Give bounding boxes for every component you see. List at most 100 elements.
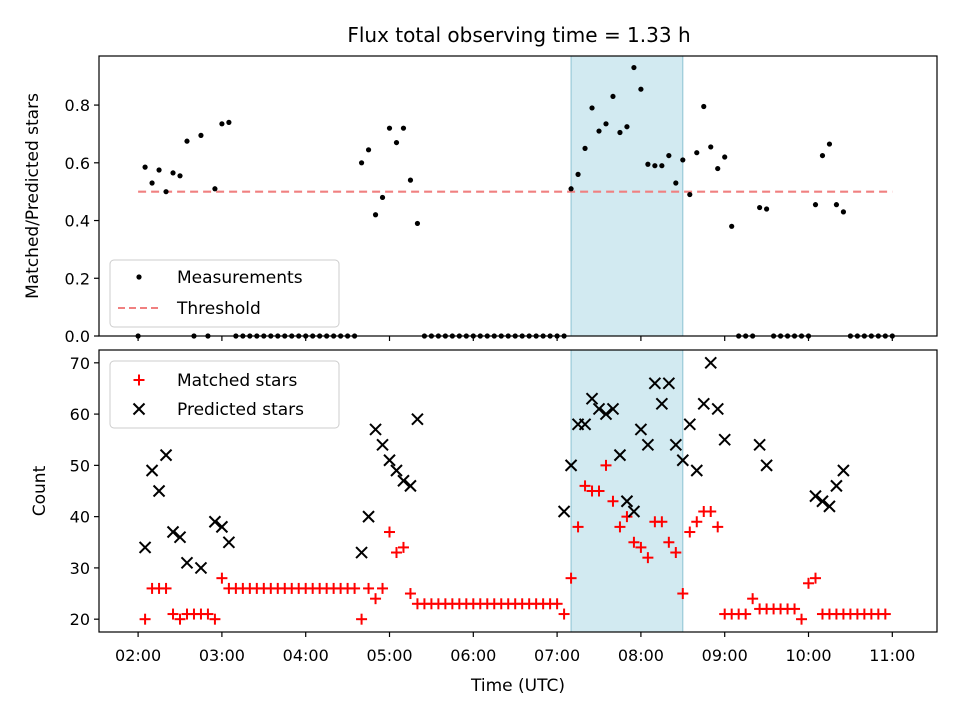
top-x-ticks [137, 336, 893, 341]
legend-measurements-marker [136, 274, 142, 280]
measurement-point [757, 204, 763, 211]
predicted-star-point [641, 438, 655, 452]
measurement-point [163, 189, 169, 195]
matched-star-point [579, 480, 591, 492]
matched-star-point [174, 613, 186, 625]
matched-star-point [747, 593, 759, 605]
measurement-point [393, 139, 400, 146]
predicted-star-point [662, 377, 676, 390]
measurement-point [156, 167, 162, 173]
measurement-point [170, 170, 176, 176]
measurement-point [177, 173, 183, 179]
count-panel: 20 30 40 50 60 70 02:00 03:00 04:00 05:00 06:00 07… [30, 349, 938, 696]
bottom-y-axis-label: Count [30, 465, 50, 516]
legend-cross [132, 402, 146, 416]
bottom-y-tick-label: 70 [70, 354, 90, 373]
measurement-point [826, 141, 833, 147]
predicted-star-point [138, 541, 152, 554]
bottom-y-tick-label: 60 [70, 405, 90, 424]
predicted-star-point [369, 423, 382, 436]
measurement-point [687, 191, 693, 198]
predicted-star-point [606, 402, 620, 416]
measurement-point [596, 128, 602, 134]
predicted-star-point [592, 402, 606, 416]
measurement-point [631, 64, 637, 71]
matched-star-point [621, 511, 633, 523]
matched-star-point [628, 536, 640, 548]
predicted-star-point [222, 536, 236, 549]
legend-predicted-label: Predicted stars [177, 400, 304, 420]
x-tick-label: 08:00 [618, 646, 664, 665]
matched-star-point [705, 506, 717, 518]
measurement-point [365, 147, 372, 153]
measurement-point [142, 164, 148, 170]
measurement-point [582, 145, 588, 151]
measurement-point [568, 186, 574, 192]
top-legend: Measurements Threshold [109, 259, 340, 328]
measurement-point [812, 202, 819, 208]
measurement-point [694, 150, 700, 156]
legend-matched-marker [133, 374, 145, 386]
bottom-y-tick-label: 40 [70, 508, 90, 527]
bottom-legend: Matched stars Predicted stars [109, 360, 340, 429]
measurement-point [184, 138, 190, 144]
measurement-point [358, 160, 365, 166]
matched-star-point [635, 541, 647, 553]
bottom-y-tick-label: 50 [70, 456, 90, 475]
legend-matched-label: Matched stars [177, 371, 297, 391]
legend-predicted-marker [132, 402, 146, 416]
measurement-point [386, 125, 393, 131]
top-y-tick-label: 0.2 [65, 269, 90, 288]
top-y-tick-label: 0.8 [65, 96, 90, 115]
predicted-star-point [355, 546, 368, 559]
x-tick-label: 02:00 [115, 646, 161, 665]
matched-star-point [663, 536, 675, 548]
x-tick-label: 10:00 [785, 646, 831, 665]
top-y-tick-label: 0.0 [65, 327, 90, 346]
predicted-star-point [411, 413, 424, 426]
predicted-star-point [152, 484, 166, 498]
measurement-point [624, 124, 630, 130]
predicted-star-point [159, 448, 173, 462]
legend-measurements-label: Measurements [177, 268, 303, 288]
predicted-star-point [648, 377, 662, 390]
matched-star-point [139, 613, 151, 625]
predicted-star-point [397, 474, 410, 487]
matched-star-point [363, 582, 375, 594]
bottom-x-axis: 02:00 03:00 04:00 05:00 06:00 07:00 08:00 09:00… [115, 632, 915, 665]
measurement-point [617, 129, 623, 136]
x-tick-label: 06:00 [450, 646, 496, 665]
top-y-tick-label: 0.4 [65, 212, 90, 231]
ratio-panel: 0.00.20.40.60.8 Matched/Predicted stars … [23, 55, 938, 346]
matched-star-point [677, 588, 689, 600]
matched-star-point [607, 495, 619, 507]
predicted-star-point [634, 423, 648, 436]
measurement-point [680, 157, 686, 163]
predicted-star-point [760, 459, 773, 472]
predicted-star-point [578, 418, 592, 431]
measurement-point [575, 171, 581, 177]
matched-star-point [397, 541, 409, 553]
x-tick-label: 09:00 [702, 646, 748, 665]
matched-star-point [356, 613, 368, 625]
bottom-y-tick-label: 20 [70, 610, 90, 629]
measurement-point [701, 103, 707, 110]
measurement-point [833, 202, 840, 208]
predicted-star-point [690, 464, 703, 477]
predicted-star-point [718, 433, 731, 446]
measurement-point [212, 186, 218, 192]
top-y-axis: 0.0 0.2 0.4 0.6 0.8 [65, 96, 99, 346]
top-legend-box [109, 259, 340, 328]
matched-star-point [404, 588, 416, 600]
predicted-star-point [564, 459, 578, 472]
matched-star-point [691, 516, 703, 528]
matched-star-point [572, 521, 584, 533]
predicted-star-point [837, 464, 850, 477]
predicted-star-point [711, 402, 724, 416]
matched-star-point [796, 613, 808, 625]
measurement-point [219, 121, 225, 127]
measurement-point [603, 121, 609, 127]
x-tick-label: 03:00 [199, 646, 245, 665]
matched-star-point [551, 598, 563, 610]
legend-plus [133, 374, 145, 386]
